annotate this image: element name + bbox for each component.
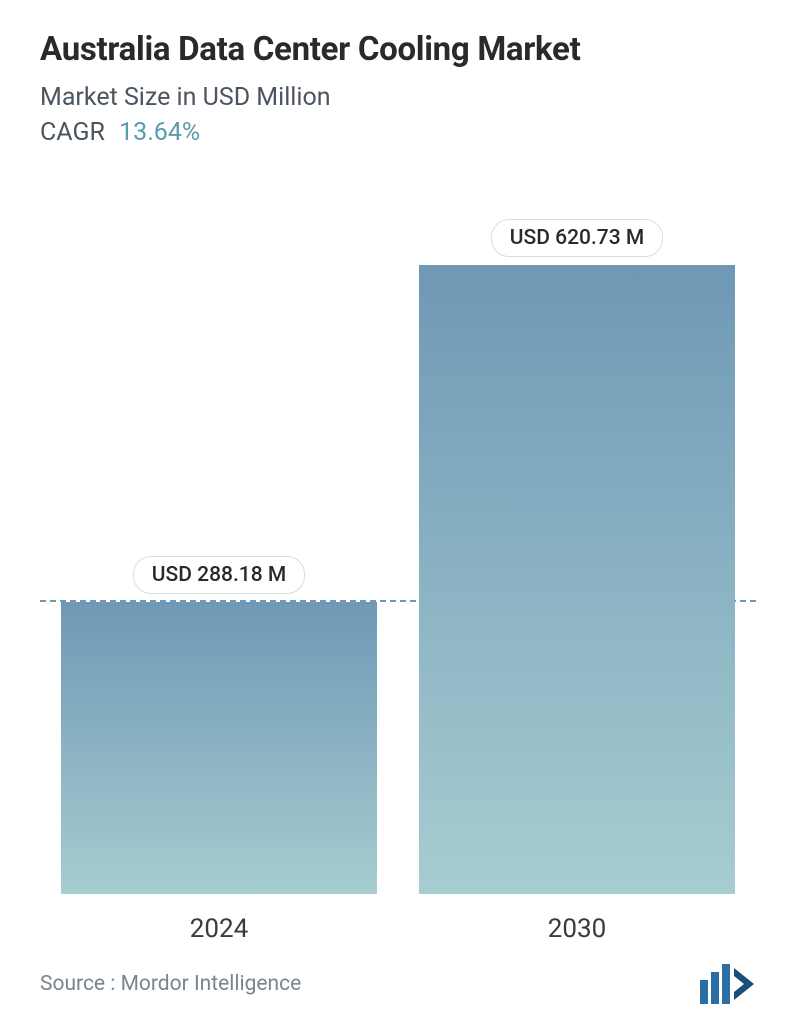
x-label-2024: 2024: [61, 914, 376, 944]
bar-group-2030: USD 620.73 M: [419, 219, 734, 894]
x-label-2030: 2030: [419, 914, 734, 944]
cagr-label: CAGR: [40, 118, 105, 147]
bar-2030: [419, 265, 734, 894]
chart-area: USD 288.18 MUSD 620.73 M: [40, 225, 756, 894]
mordor-logo-icon: [700, 964, 756, 1004]
footer: Source : Mordor Intelligence: [40, 964, 756, 1004]
x-axis-labels: 2024 2030: [40, 914, 756, 944]
chart-container: Australia Data Center Cooling Market Mar…: [0, 0, 796, 1034]
value-label-2024: USD 288.18 M: [133, 556, 305, 594]
bars-group: USD 288.18 MUSD 620.73 M: [40, 225, 756, 894]
bar-group-2024: USD 288.18 M: [61, 556, 376, 894]
subtitle: Market Size in USD Million: [40, 83, 756, 112]
page-title: Australia Data Center Cooling Market: [40, 30, 756, 69]
cagr-value: 13.64%: [119, 118, 200, 147]
bar-2024: [61, 602, 376, 894]
cagr-line: CAGR 13.64%: [40, 118, 756, 147]
value-label-2030: USD 620.73 M: [491, 219, 663, 257]
source-text: Source : Mordor Intelligence: [40, 972, 301, 996]
